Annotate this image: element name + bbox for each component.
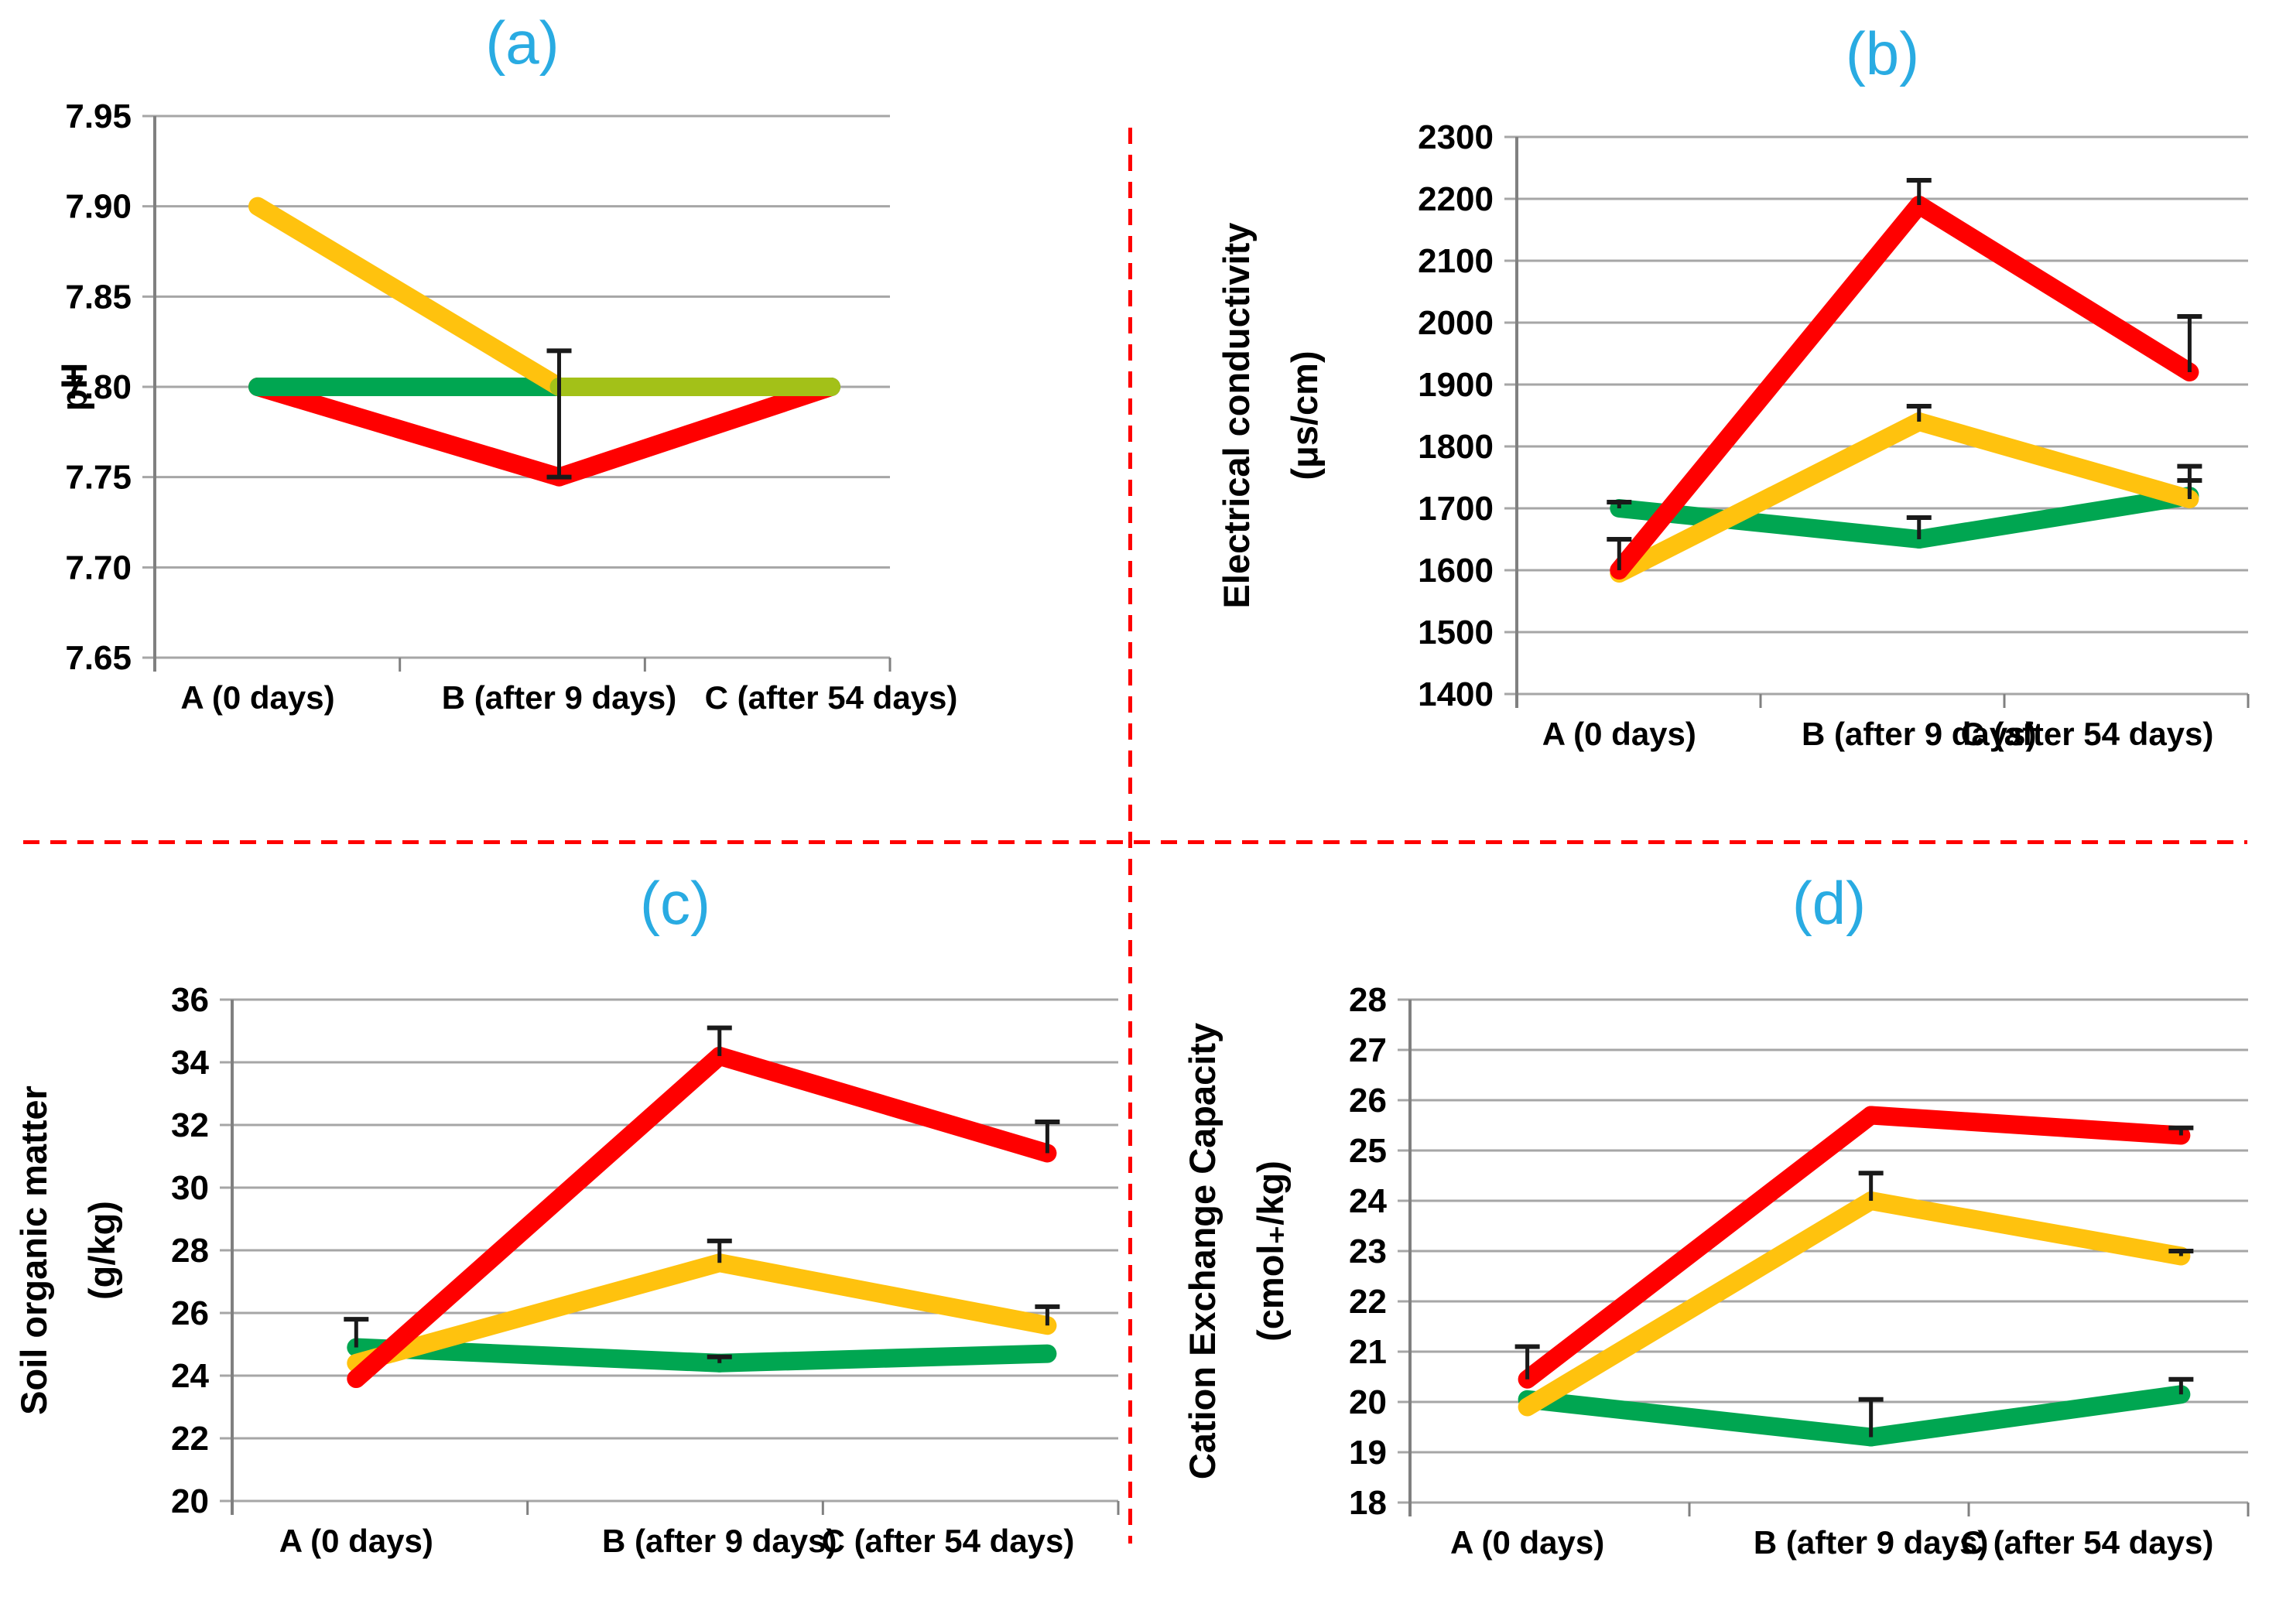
- y-tick-label: 1900: [1418, 366, 1494, 404]
- y-tick-label: 30: [171, 1169, 209, 1207]
- x-category-label: A (0 days): [180, 679, 334, 716]
- y-tick-label: 7.65: [65, 639, 132, 677]
- y-tick-label: 20: [171, 1482, 209, 1520]
- series-red-segment: [1610, 196, 1928, 580]
- chart-d-title: (d): [1792, 869, 1866, 937]
- red-dashed-horizontal-divider: [23, 840, 2247, 844]
- y-tick-label: 1400: [1418, 675, 1494, 713]
- chart-b-electrical-conductivity: (b) 2300 2200 2100 2000 1900 1800 1700 1600 1500…: [1216, 19, 2250, 752]
- chart-a-plot-area: 7.95 7.90 7.85 7.80 7.75 7.70 7.65 A (0 days) B …: [53, 97, 957, 716]
- y-tick-label: 1600: [1418, 552, 1494, 590]
- series-yellow-segment: [1861, 1192, 2191, 1266]
- x-category-label: C (after 54 days): [822, 1523, 1075, 1559]
- y-tick-label: 25: [1349, 1132, 1387, 1170]
- series-yellow-segment: [1518, 1192, 1881, 1417]
- series-yellow-segment: [1610, 412, 1928, 583]
- y-tick-label: 2100: [1418, 242, 1494, 280]
- x-category-label: A (0 days): [279, 1523, 433, 1559]
- chart-d-plot-area: 28 27 26 25 24 23 22 21 20 19 18 A (0 days) B (after…: [1182, 981, 2250, 1561]
- red-dashed-vertical-divider: [1128, 128, 1132, 1544]
- y-tick-label: 20: [1349, 1383, 1387, 1421]
- y-tick-label: 26: [171, 1294, 209, 1332]
- y-axis-unit: (g/kg): [81, 1201, 122, 1300]
- chart-c-plot-area: 36 34 32 30 28 26 24 22 20 A (0 days) B (after 9 d…: [13, 981, 1120, 1559]
- y-axis-title: pH: [53, 363, 94, 412]
- series-red-segment: [1909, 196, 2199, 381]
- y-tick-label: 2000: [1418, 304, 1494, 342]
- y-tick-label: 2200: [1418, 180, 1494, 218]
- y-tick-label: 28: [171, 1232, 209, 1270]
- x-category-label: A (0 days): [1542, 716, 1696, 752]
- y-axis-title: Cation Exchange Capacity: [1182, 1023, 1223, 1479]
- x-category-label: C (after 54 days): [1961, 1524, 2214, 1561]
- y-axis-title: Soil organic matter: [13, 1086, 54, 1415]
- y-tick-label: 7.80: [65, 368, 132, 406]
- y-tick-label: 7.95: [65, 97, 132, 135]
- y-tick-label: 32: [171, 1106, 209, 1144]
- x-category-label: B (after 9 days): [1754, 1524, 1988, 1561]
- y-tick-label: 23: [1349, 1233, 1387, 1270]
- series-red-segment: [1518, 1106, 1881, 1389]
- y-tick-label: 7.70: [65, 549, 132, 586]
- chart-b-plot-area: 2300 2200 2100 2000 1900 1800 1700 1600 1500 1400…: [1216, 118, 2250, 752]
- y-tick-label: 24: [1349, 1182, 1387, 1220]
- y-tick-label: 22: [1349, 1283, 1387, 1321]
- x-category-label: B (after 9 days): [1802, 716, 2036, 752]
- series-yellow-segment: [1909, 412, 2199, 508]
- x-category-label: B (after 9 days): [442, 679, 676, 716]
- y-tick-label: 36: [171, 981, 209, 1019]
- series-red-segment: [248, 378, 569, 487]
- y-tick-label: 18: [1349, 1484, 1387, 1522]
- y-axis-title: Electrical conductivity: [1216, 223, 1257, 609]
- y-tick-label: 1700: [1418, 490, 1494, 528]
- series-red-segment: [1861, 1106, 2191, 1145]
- series-green-segment: [1861, 1385, 2191, 1447]
- series-yellow-segment: [710, 1253, 1057, 1335]
- chart-c-soil-organic-matter: (c) 36 34 32 30 28 26 24 22 20 A (0 days) B (after…: [13, 869, 1120, 1559]
- y-tick-label: 7.85: [65, 278, 132, 316]
- y-tick-label: 7.75: [65, 459, 132, 497]
- y-tick-label: 21: [1349, 1333, 1387, 1371]
- chart-a-ph: (a) 7.95 7.90 7.85 7.80 7.75 7.70 7.65 A (0 day…: [53, 9, 957, 716]
- y-tick-label: 34: [171, 1044, 209, 1082]
- series-yellow-segment: [248, 197, 569, 396]
- y-tick-label: 28: [1349, 981, 1387, 1019]
- x-category-label: A (0 days): [1450, 1524, 1604, 1561]
- x-category-label: C (after 54 days): [1961, 716, 2214, 752]
- y-axis-unit: (μs/cm): [1284, 350, 1325, 480]
- series-red-segment: [347, 1046, 729, 1389]
- x-category-label: C (after 54 days): [705, 679, 958, 716]
- series-yellow-segment: [347, 1253, 729, 1373]
- chart-a-title: (a): [485, 9, 559, 77]
- y-tick-label: 1500: [1418, 614, 1494, 651]
- y-tick-label: 22: [171, 1420, 209, 1458]
- series-red-segment: [549, 378, 840, 487]
- y-tick-label: 24: [171, 1357, 209, 1395]
- chart-d-cation-exchange-capacity: (d) 28 27 26 25 24 23 22 21 20 19 18 A (0 days) B (a…: [1182, 869, 2250, 1561]
- chart-c-title: (c): [640, 869, 710, 937]
- series-red-segment: [710, 1046, 1057, 1163]
- y-tick-label: 2300: [1418, 118, 1494, 156]
- y-axis-unit: (cmol₊/kg): [1250, 1161, 1291, 1342]
- y-tick-label: 19: [1349, 1434, 1387, 1472]
- chart-b-title: (b): [1846, 19, 1919, 87]
- y-tick-label: 1800: [1418, 428, 1494, 466]
- y-tick-label: 26: [1349, 1082, 1387, 1120]
- y-tick-label: 27: [1349, 1031, 1387, 1069]
- series-green-segment: [1518, 1390, 1881, 1447]
- series-green-segment: [1909, 487, 2199, 549]
- x-category-label: B (after 9 days): [602, 1523, 837, 1559]
- series-green-segment: [710, 1344, 1057, 1373]
- y-tick-label: 7.90: [65, 188, 132, 226]
